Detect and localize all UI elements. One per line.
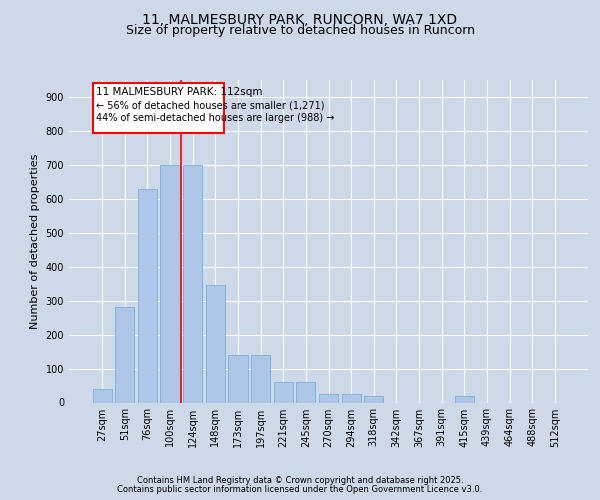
Bar bbox=[319, 394, 338, 402]
Bar bbox=[274, 382, 293, 402]
Bar bbox=[229, 355, 248, 403]
Bar bbox=[455, 396, 474, 402]
Bar bbox=[115, 308, 134, 402]
Bar bbox=[341, 394, 361, 402]
Text: ← 56% of detached houses are smaller (1,271): ← 56% of detached houses are smaller (1,… bbox=[96, 100, 325, 110]
Text: 11, MALMESBURY PARK, RUNCORN, WA7 1XD: 11, MALMESBURY PARK, RUNCORN, WA7 1XD bbox=[142, 12, 458, 26]
Y-axis label: Number of detached properties: Number of detached properties bbox=[30, 154, 40, 329]
Text: Contains public sector information licensed under the Open Government Licence v3: Contains public sector information licen… bbox=[118, 485, 482, 494]
Bar bbox=[206, 286, 225, 403]
Text: Contains HM Land Registry data © Crown copyright and database right 2025.: Contains HM Land Registry data © Crown c… bbox=[137, 476, 463, 485]
Bar bbox=[296, 382, 316, 402]
Text: 44% of semi-detached houses are larger (988) →: 44% of semi-detached houses are larger (… bbox=[96, 114, 334, 124]
Bar bbox=[251, 355, 270, 403]
Bar bbox=[92, 389, 112, 402]
Bar bbox=[138, 188, 157, 402]
Bar bbox=[183, 165, 202, 402]
Bar bbox=[160, 165, 180, 402]
Bar bbox=[364, 396, 383, 402]
Text: 11 MALMESBURY PARK: 112sqm: 11 MALMESBURY PARK: 112sqm bbox=[96, 88, 262, 98]
Text: Size of property relative to detached houses in Runcorn: Size of property relative to detached ho… bbox=[125, 24, 475, 37]
Bar bbox=[93, 84, 224, 132]
